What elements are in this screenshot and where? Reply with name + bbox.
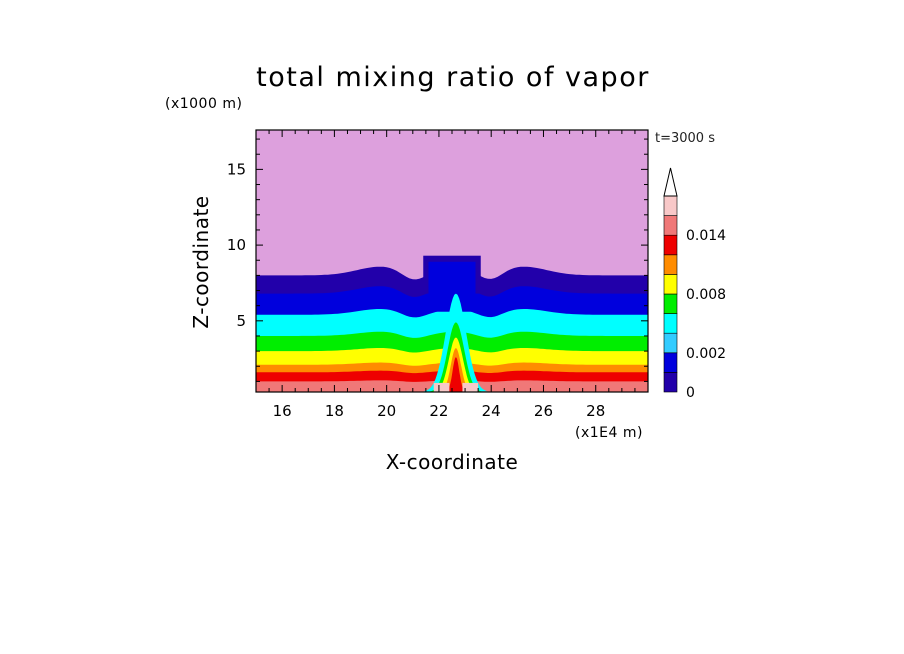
colorbar-segment [663, 195, 678, 216]
x-tick-label: 22 [429, 402, 448, 420]
x-unit-label: (x1E4 m) [575, 425, 643, 441]
colorbar-segment [663, 234, 678, 256]
colorbar-label: 0.008 [686, 287, 726, 303]
colorbar-segment [663, 352, 678, 373]
x-axis: 16 18 20 22 24 26 28 [255, 130, 649, 420]
colorbar-segment [663, 332, 678, 354]
colorbar-label: 0.002 [686, 346, 726, 362]
plume-band-5 [445, 357, 467, 392]
y-tick-label: 10 [227, 236, 246, 254]
colorbar-label: 0.014 [686, 228, 726, 244]
colorbar-segment [663, 274, 678, 295]
x-tick-label: 28 [586, 402, 605, 420]
y-tick-label: 5 [236, 312, 246, 330]
colorbar-segment [663, 215, 678, 236]
y-axis: 5 10 15 [227, 138, 648, 382]
time-label: t=3000 s [655, 131, 715, 146]
x-tick-label: 24 [482, 402, 501, 420]
x-tick-label: 26 [534, 402, 553, 420]
colorbar: 0.014 0.008 0.002 0 [663, 167, 726, 401]
colorbar-segment [663, 293, 678, 314]
x-tick-label: 18 [325, 402, 344, 420]
colorbar-extend-arrow [663, 167, 678, 197]
surface-patch-right [462, 382, 479, 392]
y-axis-title: Z-coordinate [189, 195, 213, 328]
y-tick-label: 15 [227, 160, 246, 178]
colorbar-segment [663, 254, 678, 275]
surface-patch-left [433, 382, 450, 392]
colorbar-label: 0 [686, 385, 695, 401]
x-tick-label: 16 [273, 402, 292, 420]
x-tick-label: 20 [377, 402, 396, 420]
colorbar-segment [663, 313, 678, 334]
x-axis-title: X-coordinate [386, 450, 519, 474]
contour-plot-area [256, 130, 648, 392]
chart-title: total mixing ratio of vapor [256, 62, 650, 93]
colorbar-segment [663, 372, 678, 393]
y-unit-label: (x1000 m) [165, 96, 242, 112]
